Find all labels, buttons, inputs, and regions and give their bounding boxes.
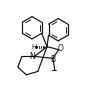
Text: B: B — [51, 55, 56, 64]
Text: N: N — [29, 52, 35, 61]
Text: H: H — [32, 43, 37, 50]
Text: O: O — [58, 44, 64, 53]
